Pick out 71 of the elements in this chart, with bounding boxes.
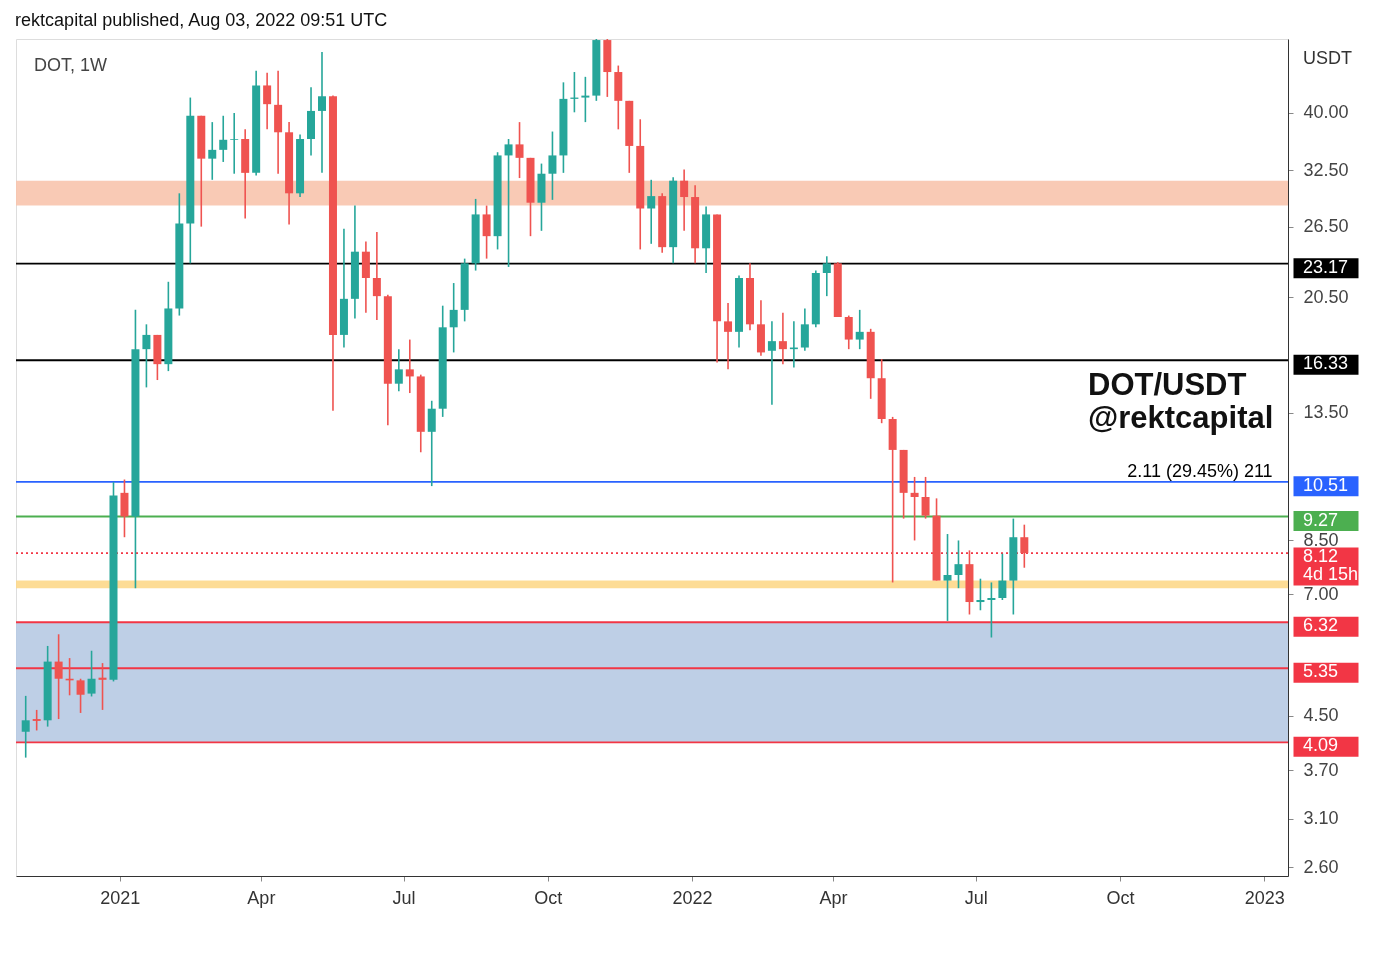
y-tick-label: 7.00 <box>1303 583 1339 604</box>
candlestick <box>98 662 107 711</box>
candlestick <box>921 476 930 520</box>
candlestick <box>32 709 41 732</box>
x-tick-label: Jul <box>964 887 988 908</box>
candlestick <box>394 348 403 392</box>
candlestick <box>647 179 656 245</box>
y-tick-label: 26.50 <box>1303 216 1349 237</box>
y-tick-label: 20.50 <box>1303 286 1349 307</box>
x-tick-label: Apr <box>247 887 276 908</box>
candlestick <box>800 307 809 352</box>
y-tick-label: 3.70 <box>1303 759 1339 780</box>
candlestick <box>943 533 952 622</box>
candlestick <box>21 695 30 759</box>
ref-line-label: 16.33 <box>1303 353 1349 374</box>
candlestick <box>515 121 524 179</box>
candlestick <box>855 309 864 350</box>
candlestick <box>87 649 96 698</box>
y-tick-label: 13.50 <box>1303 402 1349 423</box>
ref-line-label: 6.32 <box>1303 615 1339 636</box>
chart-title: rektcapital published, Aug 03, 2022 09:51 UTC <box>15 10 388 31</box>
x-tick-label: Oct <box>534 887 563 908</box>
candlestick <box>822 255 831 297</box>
annotation: DOT/USDT @rektcapital <box>1088 367 1274 435</box>
ref-line-label: 4.09 <box>1303 735 1339 756</box>
x-tick-label: 2023 <box>1244 887 1285 908</box>
candlestick <box>482 204 491 260</box>
candlestick <box>318 51 326 174</box>
y-axis-title: USDT <box>1303 48 1352 68</box>
candlestick <box>910 476 919 542</box>
y-tick-label: 4.50 <box>1303 705 1339 726</box>
candlestick <box>680 168 689 232</box>
ref-line-label: 9.27 <box>1303 509 1339 530</box>
candlestick <box>54 633 63 720</box>
candlestick <box>142 323 151 389</box>
candlestick <box>724 302 733 371</box>
candlestick <box>219 114 228 163</box>
x-tick-label: 2022 <box>672 887 713 908</box>
x-tick-label: Apr <box>819 887 848 908</box>
candlestick <box>581 76 590 123</box>
ref-line-label: 10.51 <box>1303 474 1349 495</box>
y-tick-label: 40.00 <box>1303 102 1349 123</box>
y-tick-label: 32.50 <box>1303 159 1349 180</box>
candlestick <box>405 338 414 394</box>
y-tick-label: 2.60 <box>1303 856 1339 877</box>
ref-line-label: 23.17 <box>1303 256 1349 277</box>
candlestick <box>954 539 963 589</box>
candlestick <box>427 399 436 487</box>
candlestick <box>548 130 557 201</box>
candlestick <box>998 552 1007 601</box>
candlestick <box>372 231 381 321</box>
candlestick <box>449 282 458 354</box>
annotation: 2.11 (29.45%) 211 <box>1127 460 1273 481</box>
candlestick <box>778 311 787 365</box>
candlestick <box>767 320 776 406</box>
candlestick <box>208 121 217 181</box>
candlestick <box>1020 523 1029 569</box>
text: DOT, 1W <box>34 55 108 75</box>
candlestick <box>844 314 853 350</box>
candlestick <box>976 577 985 612</box>
y-tick-label: 3.10 <box>1303 808 1339 829</box>
ref-line-label: 5.35 <box>1303 661 1339 682</box>
x-tick-label: 2021 <box>100 887 141 908</box>
candlestick <box>76 677 85 714</box>
x-tick-label: Jul <box>392 887 416 908</box>
candlestick <box>263 71 272 131</box>
candlestick <box>504 138 513 268</box>
x-tick-label: Oct <box>1106 887 1135 908</box>
candlestick <box>987 581 996 639</box>
candlestick <box>120 478 129 539</box>
candlestick <box>230 112 239 175</box>
